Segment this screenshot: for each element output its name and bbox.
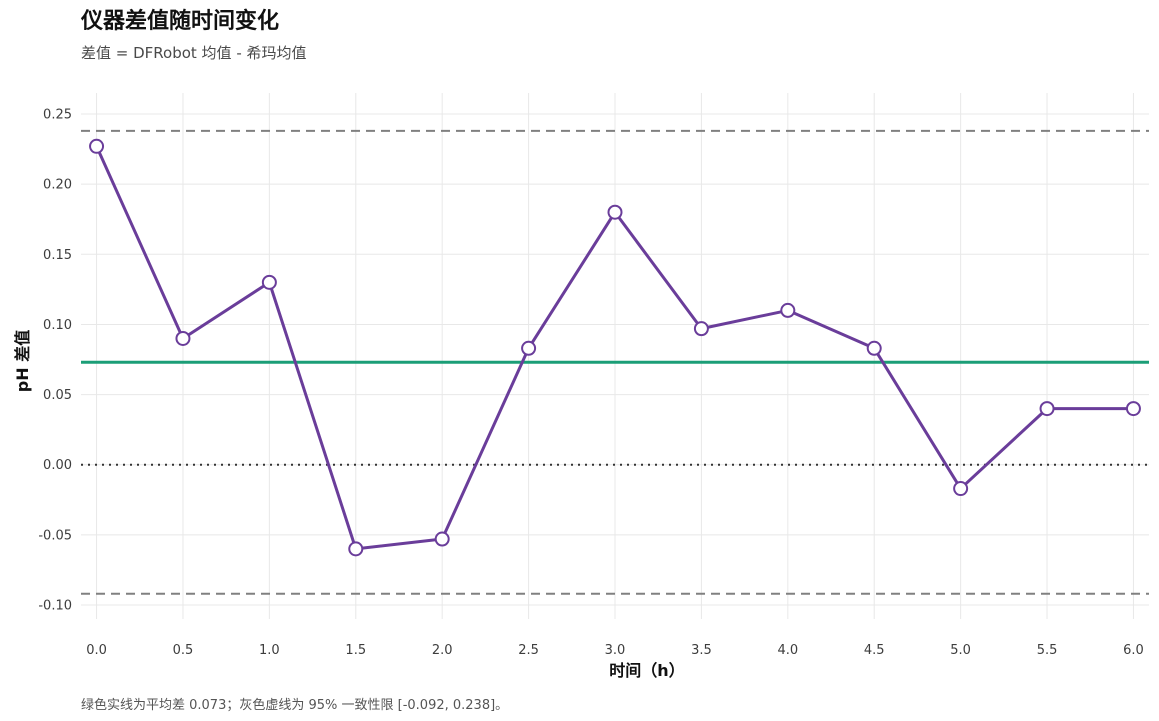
data-point: [1039, 401, 1055, 417]
y-tick-label: 0.20: [43, 178, 72, 193]
y-tick-label: 0.00: [43, 458, 72, 473]
chart-caption: 绿色实线为平均差 0.073；灰色虚线为 95% 一致性限 [-0.092, 0…: [81, 698, 509, 713]
x-tick-label: 0.0: [86, 643, 107, 658]
x-tick-label: 1.5: [345, 643, 366, 658]
data-point: [953, 481, 969, 497]
x-tick-label: 4.5: [864, 643, 885, 658]
x-tick-label: 2.0: [432, 643, 453, 658]
x-tick-label: 2.5: [518, 643, 539, 658]
y-tick-label: 0.10: [43, 318, 72, 333]
x-tick-label: 0.5: [173, 643, 194, 658]
x-tick-label: 6.0: [1123, 643, 1144, 658]
x-tick-label: 4.0: [777, 643, 798, 658]
data-point: [89, 138, 105, 154]
data-point: [434, 531, 450, 547]
y-tick-label: -0.05: [38, 528, 72, 543]
x-tick-label: 5.0: [950, 643, 971, 658]
data-point: [866, 340, 882, 356]
chart-subtitle: 差值 = DFRobot 均值 - 希玛均值: [81, 44, 307, 62]
data-point: [348, 541, 364, 557]
x-tick-label: 1.0: [259, 643, 280, 658]
y-tick-label: 0.25: [43, 108, 72, 123]
data-point: [693, 321, 709, 337]
chart-title: 仪器差值随时间变化: [81, 9, 280, 34]
data-point: [261, 274, 277, 290]
data-point: [521, 340, 537, 356]
x-axis-title: 时间（h）: [609, 661, 684, 680]
y-axis-title: pH 差值: [13, 330, 32, 392]
y-tick-label: -0.10: [38, 598, 72, 613]
y-tick-label: 0.05: [43, 388, 72, 403]
x-tick-label: 3.5: [691, 643, 712, 658]
y-tick-label: 0.15: [43, 248, 72, 263]
data-point: [175, 330, 191, 346]
data-point: [1125, 401, 1141, 417]
data-point: [607, 204, 623, 220]
x-tick-label: 3.0: [605, 643, 626, 658]
data-point: [780, 302, 796, 318]
x-tick-label: 5.5: [1037, 643, 1058, 658]
